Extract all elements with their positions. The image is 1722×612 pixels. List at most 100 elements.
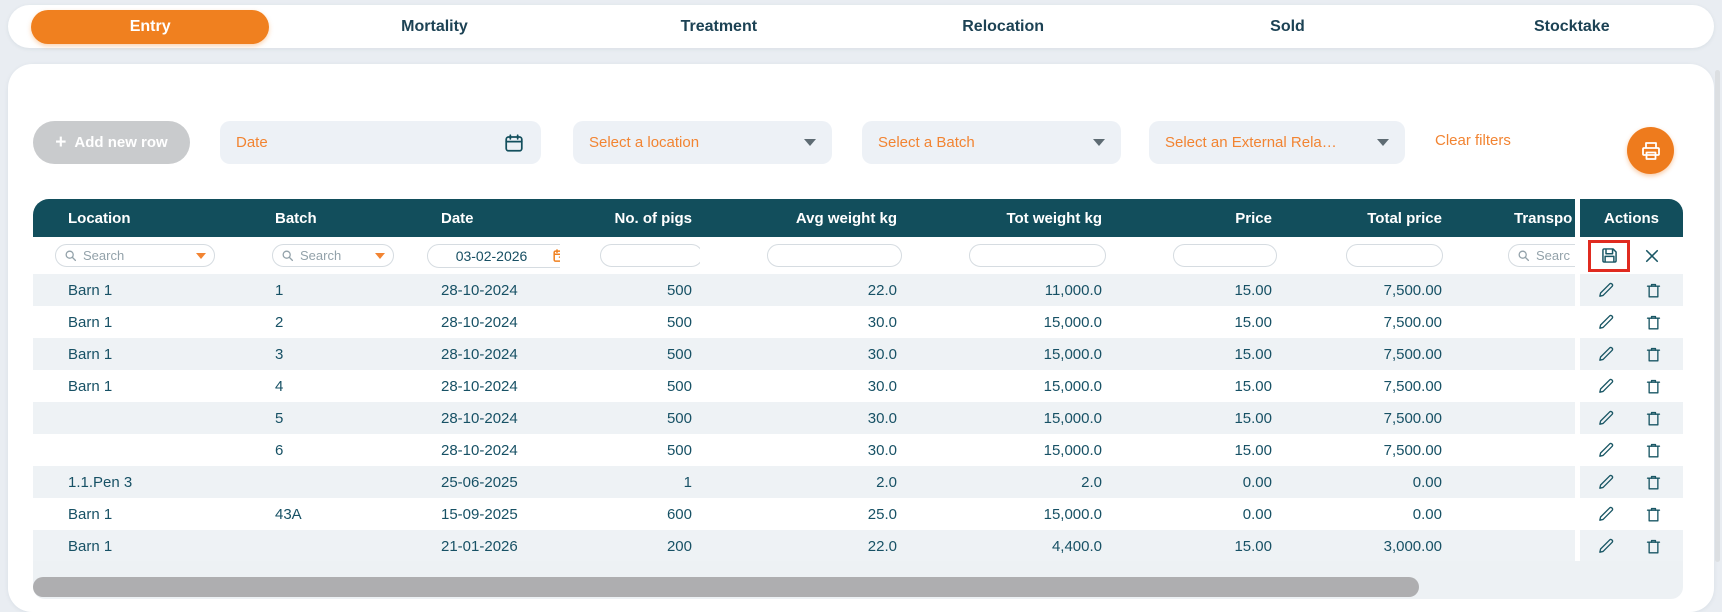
vertical-scrollbar[interactable] xyxy=(1715,70,1720,562)
edit-icon[interactable] xyxy=(1596,472,1616,492)
transport-search-input[interactable]: Searc xyxy=(1508,244,1575,267)
cell-transport xyxy=(1450,306,1575,338)
table-row[interactable]: 1.1.Pen 3 25-06-2025 1 2.0 2.0 0.00 0.00 xyxy=(33,466,1575,498)
edit-icon[interactable] xyxy=(1596,344,1616,364)
cell-no-of-pigs: 500 xyxy=(666,345,692,363)
cell-tot-weight: 15,000.0 xyxy=(1043,505,1102,523)
col-header-total-price: Total price xyxy=(1367,209,1442,227)
table-row[interactable]: 6 28-10-2024 500 30.0 15,000.0 15.00 7,5… xyxy=(33,434,1575,466)
tot-weight-filter-input[interactable] xyxy=(969,244,1106,267)
tab-relocation[interactable]: Relocation xyxy=(962,17,1045,35)
cell-location xyxy=(33,402,240,434)
cell-transport xyxy=(1450,338,1575,370)
tab-stocktake[interactable]: Stocktake xyxy=(1534,17,1610,35)
table-row[interactable]: Barn 1 2 28-10-2024 500 30.0 15,000.0 15… xyxy=(33,306,1575,338)
delete-icon[interactable] xyxy=(1644,313,1663,332)
price-filter-input[interactable] xyxy=(1173,244,1277,267)
no-of-pigs-filter-input[interactable] xyxy=(600,244,700,267)
location-filter-select[interactable]: Select a location xyxy=(573,121,832,164)
close-icon[interactable] xyxy=(1643,247,1661,265)
clear-filters-link[interactable]: Clear filters xyxy=(1435,132,1511,149)
table-row[interactable]: Barn 1 1 28-10-2024 500 22.0 11,000.0 15… xyxy=(33,274,1575,306)
date-filter[interactable]: Date xyxy=(220,121,541,164)
col-header-location: Location xyxy=(68,209,131,227)
actions-row xyxy=(1580,498,1683,530)
table-body: Barn 1 1 28-10-2024 500 22.0 11,000.0 15… xyxy=(33,274,1575,562)
edit-icon[interactable] xyxy=(1596,376,1616,396)
tab-bar: Entry Mortality Treatment Relocation Sol… xyxy=(8,5,1714,48)
actions-row xyxy=(1580,306,1683,338)
cell-avg-weight: 30.0 xyxy=(867,345,897,363)
cell-total-price: 3,000.00 xyxy=(1383,537,1442,555)
delete-icon[interactable] xyxy=(1644,505,1663,524)
delete-icon[interactable] xyxy=(1644,537,1663,556)
cell-location: Barn 1 xyxy=(68,281,113,299)
actions-row xyxy=(1580,530,1683,562)
batch-search-input[interactable]: Search xyxy=(272,244,394,267)
cell-no-of-pigs: 500 xyxy=(666,313,692,331)
cell-transport xyxy=(1450,498,1575,530)
highlight-box xyxy=(1588,239,1630,272)
actions-filter-cell xyxy=(1580,237,1683,274)
edit-icon[interactable] xyxy=(1596,280,1616,300)
cell-date: 28-10-2024 xyxy=(441,345,518,363)
col-header-avg-weight: Avg weight kg xyxy=(795,209,897,227)
tab-treatment[interactable]: Treatment xyxy=(680,17,758,35)
table-header-row: Location Batch Date No. of pigs Avg weig… xyxy=(33,199,1575,237)
cell-location: Barn 1 xyxy=(68,505,113,523)
save-icon[interactable] xyxy=(1599,245,1620,266)
cell-total-price: 7,500.00 xyxy=(1383,313,1442,331)
edit-icon[interactable] xyxy=(1596,312,1616,332)
cell-tot-weight: 15,000.0 xyxy=(1043,377,1102,395)
actions-row xyxy=(1580,466,1683,498)
print-button[interactable] xyxy=(1627,127,1674,174)
horizontal-scrollbar-track[interactable] xyxy=(33,561,1683,599)
table-row[interactable]: Barn 1 43A 15-09-2025 600 25.0 15,000.0 … xyxy=(33,498,1575,530)
cell-batch: 3 xyxy=(275,345,284,363)
cell-price: 15.00 xyxy=(1234,441,1272,459)
cell-tot-weight: 15,000.0 xyxy=(1043,313,1102,331)
search-icon xyxy=(1517,249,1530,262)
avg-weight-filter-input[interactable] xyxy=(767,244,902,267)
calendar-icon xyxy=(552,248,560,263)
chevron-down-icon xyxy=(375,252,385,259)
tab-entry[interactable]: Entry xyxy=(8,5,292,48)
external-relation-filter-select[interactable]: Select an External Rela… xyxy=(1149,121,1405,164)
cell-total-price: 7,500.00 xyxy=(1383,281,1442,299)
edit-icon[interactable] xyxy=(1596,536,1616,556)
tab-sold[interactable]: Sold xyxy=(1270,17,1305,35)
delete-icon[interactable] xyxy=(1644,473,1663,492)
horizontal-scrollbar-thumb[interactable] xyxy=(33,577,1419,597)
delete-icon[interactable] xyxy=(1644,409,1663,428)
edit-icon[interactable] xyxy=(1596,408,1616,428)
cell-tot-weight: 2.0 xyxy=(1081,473,1102,491)
edit-icon[interactable] xyxy=(1596,504,1616,524)
cell-avg-weight: 30.0 xyxy=(867,441,897,459)
edit-icon[interactable] xyxy=(1596,440,1616,460)
col-header-batch: Batch xyxy=(275,209,317,227)
delete-icon[interactable] xyxy=(1644,441,1663,460)
cell-no-of-pigs: 500 xyxy=(666,377,692,395)
cell-price: 15.00 xyxy=(1234,345,1272,363)
delete-icon[interactable] xyxy=(1644,345,1663,364)
date-search-input[interactable]: 03-02-2026 xyxy=(427,243,560,268)
cell-batch: 1 xyxy=(275,281,284,299)
batch-filter-select[interactable]: Select a Batch xyxy=(862,121,1121,164)
delete-icon[interactable] xyxy=(1644,377,1663,396)
cell-location: Barn 1 xyxy=(68,537,113,555)
table-row[interactable]: 5 28-10-2024 500 30.0 15,000.0 15.00 7,5… xyxy=(33,402,1575,434)
table-row[interactable]: Barn 1 21-01-2026 200 22.0 4,400.0 15.00… xyxy=(33,530,1575,562)
location-search-input[interactable]: Search xyxy=(55,244,215,267)
chevron-down-icon xyxy=(804,139,816,146)
total-price-filter-input[interactable] xyxy=(1346,244,1443,267)
table-row[interactable]: Barn 1 4 28-10-2024 500 30.0 15,000.0 15… xyxy=(33,370,1575,402)
cell-transport xyxy=(1450,466,1575,498)
delete-icon[interactable] xyxy=(1644,281,1663,300)
table-row[interactable]: Barn 1 3 28-10-2024 500 30.0 15,000.0 15… xyxy=(33,338,1575,370)
cell-price: 0.00 xyxy=(1242,473,1272,491)
cell-transport xyxy=(1450,370,1575,402)
cell-total-price: 0.00 xyxy=(1412,473,1442,491)
add-new-row-button[interactable]: + Add new row xyxy=(33,121,190,164)
calendar-icon xyxy=(503,132,525,154)
tab-mortality[interactable]: Mortality xyxy=(401,17,468,35)
